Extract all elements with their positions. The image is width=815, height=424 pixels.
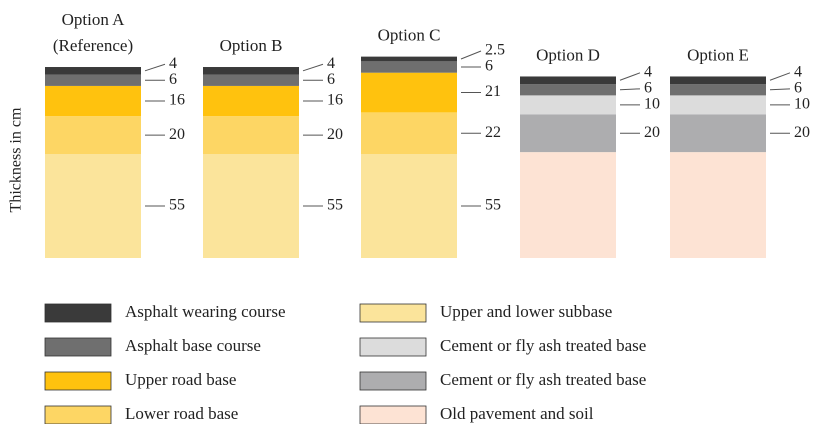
value-label: 20 [327,126,343,143]
legend-label: Upper and lower subbase [440,302,612,321]
legend-label: Asphalt wearing course [125,302,286,321]
value-label: 20 [794,124,810,141]
legend-label: Lower road base [125,404,238,423]
category-line: Option A [62,10,126,29]
category-line: (Reference) [53,36,133,55]
layer [361,154,457,258]
layer [670,76,766,85]
value-label: 20 [169,126,185,143]
layer [45,74,141,86]
layer [45,67,141,75]
layer [45,85,141,117]
leader-line [769,72,791,81]
legend-swatch [44,405,112,424]
value-label: 4 [794,64,802,81]
value-label: 6 [169,71,177,88]
legend-label: Old pavement and soil [440,404,594,423]
legend-swatch [44,303,112,323]
category-label: Option D [536,45,600,64]
legend-label: Cement or fly ash treated base [440,370,646,389]
value-label: 20 [644,124,660,141]
layer [520,152,616,258]
value-label: 6 [327,71,335,88]
legend-swatch [44,371,112,391]
legend-swatch [44,337,112,357]
legend-label: Cement or fly ash treated base [440,336,646,355]
leader-line [144,63,166,72]
layer [203,74,299,86]
layer [45,154,141,258]
legend-swatch [359,405,427,424]
layer [520,84,616,96]
layer [203,85,299,117]
layer [670,152,766,258]
value-label: 21 [485,83,501,100]
value-label: 55 [169,197,185,214]
legend-label: Upper road base [125,370,236,389]
legend-swatch [359,337,427,357]
layer [670,95,766,115]
legend-swatch [359,303,427,323]
value-label: 4 [644,64,652,81]
value-label: 6 [644,80,652,97]
layer [520,114,616,153]
layer [361,72,457,113]
leader-line [769,88,791,91]
value-label: 10 [794,96,810,113]
y-axis-label: Thickness in cm [8,107,25,212]
category-label: Option C [378,26,441,45]
layer [670,84,766,96]
value-label: 4 [169,55,177,72]
value-label: 10 [644,96,660,113]
layer [203,154,299,258]
layer [361,61,457,73]
leader-line [302,63,324,72]
legend-label: Asphalt base course [125,336,261,355]
layer [361,112,457,154]
category-label: Option A (Reference) [53,10,133,55]
leader-line [619,88,641,91]
value-label: 2.5 [485,42,505,59]
layer [361,56,457,62]
leader-line [460,50,482,60]
layer [520,95,616,115]
layer [45,116,141,154]
value-label: 16 [169,92,185,109]
value-label: 55 [327,197,343,214]
layer [520,76,616,85]
category-label: Option B [220,36,283,55]
leader-line [619,72,641,81]
layer [203,67,299,75]
value-label: 4 [327,55,335,72]
legend-swatch [359,371,427,391]
layer [670,114,766,153]
layer [203,116,299,154]
value-label: 6 [485,58,493,75]
value-label: 16 [327,92,343,109]
category-label: Option E [687,45,749,64]
value-label: 22 [485,124,501,141]
value-label: 55 [485,197,501,214]
value-label: 6 [794,80,802,97]
